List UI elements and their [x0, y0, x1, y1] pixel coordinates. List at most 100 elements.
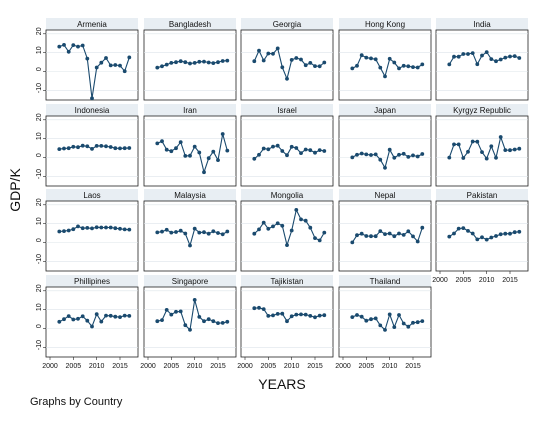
data-point-hong-kong [406, 64, 411, 69]
data-point-malaysia [206, 231, 211, 236]
data-point-pakistan [512, 230, 517, 235]
data-point-bangladesh [155, 65, 160, 70]
data-point-mongolia [289, 228, 294, 233]
plot-area-phillipines [45, 286, 139, 358]
data-point-thailand [401, 321, 406, 326]
data-point-bangladesh [216, 60, 220, 65]
data-point-malaysia [216, 231, 220, 235]
data-point-hong-kong [378, 65, 383, 70]
data-point-malaysia [183, 231, 188, 236]
data-point-phillipines [122, 313, 127, 318]
data-point-georgia [294, 56, 299, 60]
data-point-israel [280, 149, 285, 153]
data-point-japan [350, 155, 355, 160]
data-point-iran [178, 140, 183, 145]
data-point-armenia [57, 44, 62, 49]
data-point-mongolia [313, 236, 317, 241]
data-point-singapore [155, 319, 160, 324]
data-point-indonesia [118, 146, 122, 151]
data-point-kyrgyz-republic [484, 156, 489, 161]
data-point-phillipines [104, 313, 108, 318]
series-line-japan [352, 148, 423, 170]
data-point-nepal [387, 231, 392, 236]
data-point-laos [62, 229, 66, 234]
data-point-armenia [71, 43, 76, 47]
series-line-georgia [253, 47, 325, 81]
data-point-laos [113, 226, 118, 231]
data-point-singapore [183, 323, 188, 328]
data-point-singapore [160, 318, 164, 322]
data-point-nepal [406, 229, 411, 234]
data-point-pakistan [489, 235, 494, 240]
data-point-israel [322, 149, 327, 153]
data-point-georgia [261, 58, 266, 63]
data-point-armenia [90, 96, 94, 101]
plot-area-india [435, 29, 529, 101]
data-point-hong-kong [359, 53, 364, 58]
data-point-singapore [202, 319, 206, 324]
data-point-india [461, 52, 466, 56]
data-point-israel [275, 143, 280, 148]
series-line-iran [157, 133, 228, 175]
panel-title-tajikistan: Tajikistan [271, 277, 304, 286]
x-tick-label: 2000 [432, 277, 448, 284]
data-point-thailand [369, 317, 373, 322]
data-point-kyrgyz-republic [470, 139, 475, 144]
data-point-israel [294, 146, 299, 150]
data-point-tajikistan [252, 306, 257, 311]
data-point-laos [90, 226, 94, 231]
data-point-pakistan [447, 234, 452, 239]
data-point-bangladesh [225, 58, 230, 63]
data-point-nepal [392, 234, 397, 239]
data-point-armenia [80, 43, 85, 48]
data-point-singapore [216, 321, 220, 325]
data-point-thailand [364, 318, 369, 323]
data-point-kyrgyz-republic [461, 156, 466, 160]
data-point-malaysia [202, 230, 206, 235]
data-point-bangladesh [220, 59, 225, 63]
data-point-japan [359, 151, 364, 156]
data-point-malaysia [197, 230, 202, 235]
data-point-kyrgyz-republic [503, 148, 508, 153]
panel-title-pakistan: Pakistan [467, 191, 498, 200]
data-point-india [470, 51, 475, 55]
data-point-singapore [164, 308, 169, 312]
data-point-pakistan [503, 231, 508, 236]
data-point-hong-kong [397, 66, 401, 71]
data-point-thailand [387, 312, 392, 317]
data-point-armenia [104, 56, 108, 60]
panel-title-georgia: Georgia [273, 20, 302, 29]
data-point-iran [174, 146, 178, 151]
series-line-nepal [351, 227, 423, 243]
data-point-phillipines [94, 312, 99, 317]
data-point-hong-kong [355, 63, 359, 68]
data-point-armenia [127, 55, 132, 60]
panel-header-armenia [46, 18, 138, 30]
panel-title-hong-kong: Hong Kong [365, 20, 405, 29]
data-point-indonesia [85, 144, 90, 149]
data-point-mongolia [252, 231, 257, 236]
data-point-bangladesh [202, 59, 206, 64]
data-point-indonesia [99, 144, 104, 148]
data-point-laos [127, 227, 132, 232]
data-point-japan [406, 155, 411, 159]
data-point-thailand [406, 324, 411, 329]
y-tick-label: 20 [36, 198, 43, 206]
x-tick-label: 2010 [89, 363, 105, 370]
data-point-india [494, 59, 498, 64]
data-point-japan [355, 152, 359, 157]
y-tick-label: -10 [36, 83, 43, 93]
panel-header-phillipines [46, 275, 138, 287]
panel-title-mongolia: Mongolia [271, 191, 304, 200]
data-point-malaysia [169, 230, 174, 235]
data-point-india [517, 56, 522, 60]
data-point-nepal [364, 234, 369, 238]
data-point-mongolia [317, 238, 322, 243]
data-point-mongolia [271, 224, 275, 229]
data-point-hong-kong [373, 57, 378, 62]
plot-area-laos [45, 200, 139, 272]
data-point-laos [85, 226, 90, 230]
data-point-nepal [359, 231, 364, 236]
panel-header-mongolia [241, 189, 333, 201]
data-point-armenia [66, 49, 71, 54]
